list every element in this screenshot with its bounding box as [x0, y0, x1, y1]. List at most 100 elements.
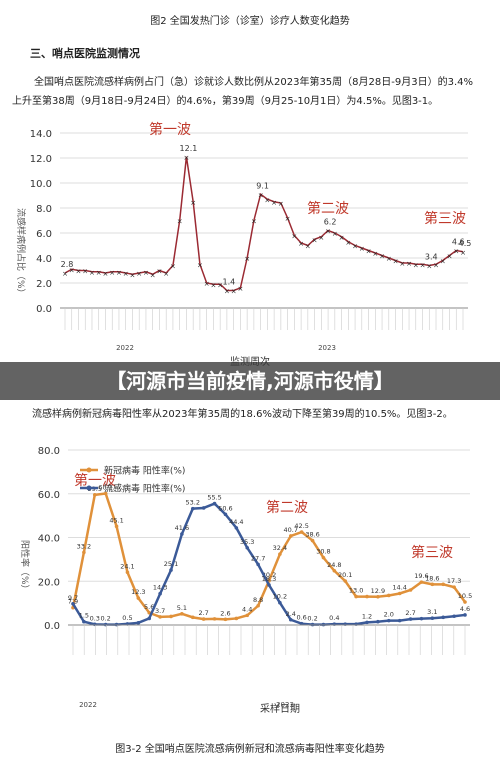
point: × [109, 269, 115, 277]
point: × [123, 270, 129, 278]
data-label: 0.4 [329, 614, 339, 622]
data-label: 18.6 [425, 574, 439, 582]
paragraph: 流感样病例新冠病毒阳性率从2023年第35周的18.6%波动下降至第39周的10… [32, 409, 453, 420]
point [386, 618, 391, 623]
point [278, 552, 282, 556]
data-label: 32.4 [273, 544, 287, 552]
data-label: 4.4 [242, 605, 252, 613]
point [452, 585, 456, 589]
data-label: 1.5 [79, 612, 89, 620]
point: × [217, 281, 223, 289]
data-label: 10.2 [273, 593, 287, 601]
point: × [278, 200, 284, 208]
point [212, 501, 217, 506]
point [169, 568, 173, 572]
point [158, 591, 162, 596]
y-tick-label: 2.0 [36, 279, 52, 290]
point [212, 617, 217, 621]
data-label: 4.5 [459, 239, 472, 248]
point [376, 619, 380, 624]
point [245, 613, 250, 618]
point: × [379, 253, 385, 261]
point: × [453, 248, 459, 256]
point: × [318, 234, 324, 242]
data-label: 9.7 [68, 594, 78, 602]
y-tick-label: 6.0 [36, 229, 52, 240]
caption: 图3-2 全国哨点医院流感病例新冠和流感病毒阳性率变化趋势 [115, 744, 385, 755]
point: × [130, 271, 136, 279]
data-label: 6.2 [324, 218, 337, 227]
point: × [440, 258, 446, 266]
point [114, 524, 119, 529]
y-tick-label: 14.0 [30, 129, 52, 140]
point [223, 617, 228, 622]
data-label: 30.8 [316, 548, 330, 556]
point: × [298, 240, 304, 248]
data-label: 9.1 [256, 181, 269, 190]
point [136, 621, 141, 625]
point: × [359, 245, 365, 253]
data-label: 35.3 [240, 538, 254, 546]
point [169, 614, 173, 619]
point: × [177, 218, 183, 226]
point: × [285, 215, 291, 223]
point [234, 526, 239, 530]
point [408, 588, 413, 592]
data-label: 33.2 [77, 542, 91, 550]
legend-label: 新冠病毒 阳性率(%) [104, 465, 185, 477]
point [267, 583, 271, 587]
data-label: 19.6 [414, 572, 428, 580]
point [180, 532, 184, 536]
point [397, 618, 402, 623]
year-label: 2023 [318, 344, 336, 352]
data-label: 1.2 [362, 612, 372, 620]
point: × [89, 269, 95, 277]
data-label: 24.8 [327, 561, 341, 569]
point: × [76, 268, 82, 276]
y-tick-label: 80.0 [38, 446, 60, 457]
point: × [399, 260, 405, 268]
point [288, 617, 293, 622]
data-label: 44.4 [229, 518, 243, 526]
data-label: 0.3 [90, 614, 100, 622]
data-label: 0.2 [100, 615, 110, 623]
point: × [291, 233, 297, 241]
data-label: 53.2 [186, 499, 200, 507]
data-label: 2.8 [61, 260, 74, 269]
point [463, 613, 467, 617]
data-label: 24.1 [120, 562, 134, 570]
point [125, 570, 130, 575]
data-label: 18.3 [262, 575, 276, 583]
y-tick-label: 40.0 [38, 534, 60, 545]
data-label: 10.5 [458, 592, 472, 600]
point [463, 600, 467, 604]
data-label: 2.7 [198, 609, 208, 617]
point [299, 530, 304, 534]
point: × [305, 243, 311, 251]
point [92, 493, 97, 497]
point [430, 582, 435, 587]
data-label: 40.7 [284, 526, 298, 534]
point: × [69, 266, 75, 274]
point: × [426, 263, 432, 271]
point [71, 601, 75, 606]
data-label: 3.1 [427, 608, 437, 616]
data-label: 1.4 [223, 278, 236, 287]
year-label: 2023 [276, 701, 294, 709]
y-tick-label: 8.0 [36, 204, 52, 215]
y-tick-label: 4.0 [36, 254, 52, 265]
y-tick-label: 0.0 [44, 621, 60, 632]
point [310, 538, 315, 543]
point: × [460, 249, 466, 257]
point [201, 617, 206, 621]
point [365, 594, 369, 599]
point: × [96, 269, 102, 277]
data-label: 13.0 [349, 587, 363, 595]
point [441, 582, 446, 587]
data-label: 0.6 [296, 614, 306, 622]
point [234, 616, 239, 621]
data-label: 0.2 [307, 615, 317, 623]
heading: 三、哨点医院监测情况 [30, 47, 140, 60]
annotation: 第一波 [149, 121, 191, 138]
data-label: 17.3 [447, 577, 461, 585]
